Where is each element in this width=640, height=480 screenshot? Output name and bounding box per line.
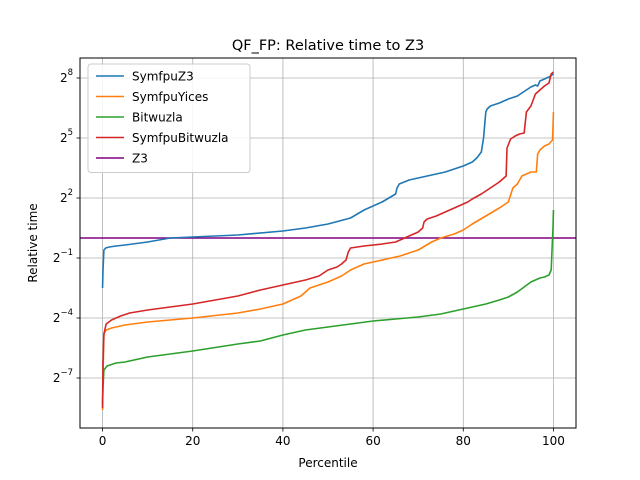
legend-box — [87, 63, 251, 173]
y-tick-label: 2−7 — [53, 368, 73, 385]
legend-label: SymfpuZ3 — [132, 70, 194, 84]
series-line-symfpuz3 — [101, 73, 554, 289]
y-tick-exponent: 5 — [68, 128, 73, 138]
y-tick-exponent: −4 — [60, 308, 73, 318]
series-line-symfpubitwuzla — [101, 71, 554, 409]
x-tick-label: 20 — [185, 434, 200, 448]
grid — [80, 58, 576, 428]
y-tick-exponent: 8 — [68, 68, 73, 78]
y-tick-exponent: 2 — [68, 188, 73, 198]
x-tick-label: 80 — [456, 434, 471, 448]
y-tick-exponent: −7 — [60, 368, 73, 378]
y-tick-exponent: −1 — [60, 248, 73, 258]
legend-item: Bitwuzla — [96, 111, 183, 125]
x-tick-label: 0 — [99, 434, 107, 448]
plot-frame — [79, 57, 577, 429]
y-tick-base: 2 — [53, 371, 61, 385]
series-line-bitwuzla — [101, 209, 555, 405]
y-tick-base: 2 — [60, 71, 68, 85]
legend: SymfpuZ3 SymfpuYices Bitwuzla SymfpuBitwuzl… — [87, 63, 251, 173]
y-axis-label: Relative time — [26, 203, 40, 282]
y-tick-label: 28 — [60, 68, 73, 85]
chart-title: QF_FP: Relative time to Z3 — [232, 38, 424, 54]
y-tick-label: 2−4 — [53, 308, 73, 325]
y-tick-label: 2−1 — [53, 248, 73, 265]
legend-item: SymfpuYices — [96, 90, 208, 104]
y-tick-label: 22 — [60, 188, 73, 205]
y-tick-base: 2 — [60, 191, 68, 205]
plot-area — [80, 71, 576, 411]
y-tick-base: 2 — [53, 311, 61, 325]
y-tick-label: 25 — [60, 128, 73, 145]
legend-label: SymfpuBitwuzla — [132, 131, 229, 145]
x-tick-label: 60 — [365, 434, 380, 448]
x-axis-label: Percentile — [298, 456, 357, 470]
y-tick-base: 2 — [60, 131, 68, 145]
legend-item: SymfpuZ3 — [96, 70, 194, 84]
legend-item: Z3 — [96, 152, 148, 166]
x-axis: 0 20 40 60 80 100 — [99, 428, 565, 448]
x-tick-label: 40 — [275, 434, 290, 448]
y-tick-base: 2 — [53, 251, 61, 265]
x-tick-label: 100 — [542, 434, 565, 448]
legend-label: Z3 — [132, 152, 148, 166]
legend-label: Bitwuzla — [132, 111, 183, 125]
legend-label: SymfpuYices — [132, 90, 208, 104]
series-line-symfpuyices — [101, 111, 555, 411]
legend-item: SymfpuBitwuzla — [96, 131, 229, 145]
